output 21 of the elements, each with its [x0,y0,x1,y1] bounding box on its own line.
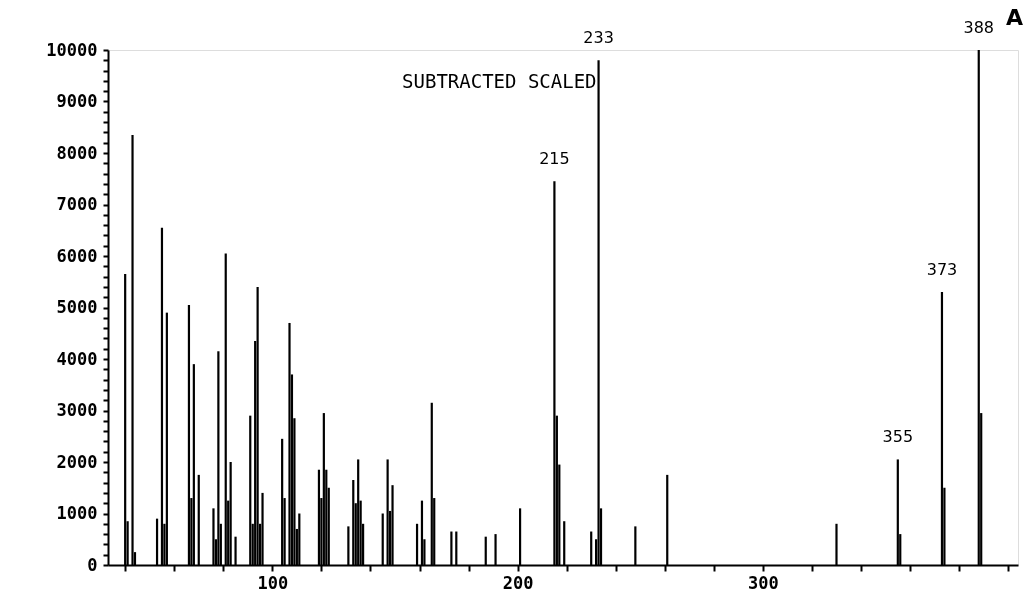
annotation: 388 [963,18,995,37]
y-tick-label: 9000 [56,91,98,111]
x-tick-label: 100 [257,572,289,593]
y-tick-label: 8000 [56,142,98,163]
text: A [1006,5,1024,30]
annotation: 233 [583,28,614,48]
y-tick-label: 4000 [56,348,98,369]
y-tick-label: 2000 [56,451,98,472]
x-tick-label: 300 [748,572,779,593]
y-tick-label: 6000 [56,245,98,266]
text: SUBTRACTED SCALED [402,70,597,92]
y-tick-label: 10000 [46,39,98,60]
y-tick-label: 5000 [56,297,98,317]
annotation: 215 [539,149,570,169]
y-tick-label: 3000 [56,400,98,420]
x-tick-label: 200 [502,572,534,593]
y-tick-label: 7000 [56,194,98,214]
y-tick-label: 1000 [56,503,98,523]
annotation: 373 [926,260,958,280]
y-tick-label: 0 [87,554,98,575]
annotation: 355 [882,427,914,447]
